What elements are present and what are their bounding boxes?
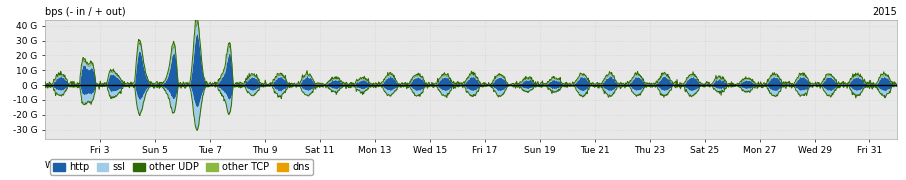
Text: bps (- in / + out): bps (- in / + out)	[45, 7, 126, 17]
Text: 2015: 2015	[872, 7, 897, 17]
Legend: http, ssl, other UDP, other TCP, dns: http, ssl, other UDP, other TCP, dns	[50, 159, 313, 175]
Text: Wed Jul 1: Wed Jul 1	[45, 161, 88, 170]
